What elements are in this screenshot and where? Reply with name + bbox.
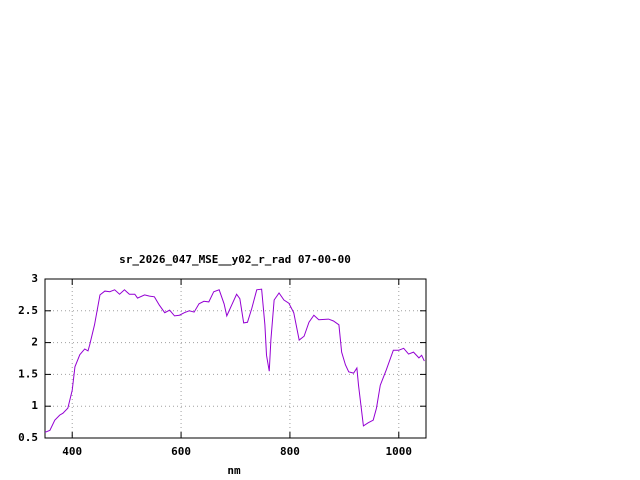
x-tick-label: 600 (171, 445, 191, 458)
x-tick-label: 1000 (386, 445, 413, 458)
data-line (44, 288, 425, 433)
y-tick-label: 1.5 (18, 367, 38, 380)
x-tick-label: 400 (62, 445, 82, 458)
y-tick-label: 0.5 (18, 431, 38, 444)
x-tick-label: 800 (280, 445, 300, 458)
y-tick-label: 2.5 (18, 304, 38, 317)
y-tick-label: 3 (31, 272, 38, 285)
chart-title: sr_2026_047_MSE__y02_r_rad 07-00-00 (119, 253, 351, 266)
x-axis-label: nm (227, 464, 241, 477)
y-tick-label: 2 (31, 336, 38, 349)
plot-border (44, 278, 427, 439)
y-tick-label: 1 (31, 399, 38, 412)
